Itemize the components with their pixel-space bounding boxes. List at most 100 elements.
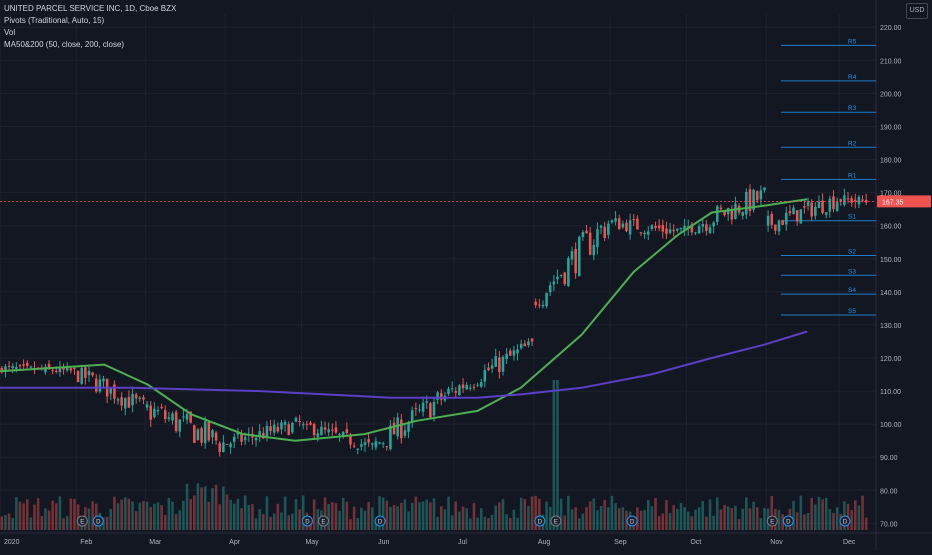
volume-bar — [360, 507, 363, 530]
volume-bar — [145, 501, 149, 530]
candle-body — [596, 229, 599, 248]
volume-bar — [505, 514, 508, 530]
x-tick-label: 2020 — [4, 539, 20, 546]
volume-bar — [745, 497, 748, 530]
volume-bar — [828, 509, 832, 530]
dividend-event-marker[interactable]: D — [374, 515, 386, 527]
volume-bar — [864, 517, 868, 530]
candle-body — [396, 417, 399, 437]
candle-body — [167, 417, 171, 420]
volume-bar — [189, 498, 192, 530]
candle-body — [479, 382, 483, 387]
candle-body — [534, 301, 537, 306]
volume-bar — [668, 512, 672, 530]
volume-bar — [363, 510, 367, 530]
volume-bar — [436, 516, 439, 530]
candle-body — [668, 229, 672, 233]
currency-button[interactable]: USD — [906, 3, 928, 19]
candle-body — [498, 357, 501, 372]
volume-bar — [545, 501, 548, 530]
candle-body — [258, 431, 261, 437]
volume-bar — [131, 501, 134, 530]
volume-bar — [479, 508, 483, 530]
candle-body — [232, 436, 236, 442]
volume-bar — [527, 506, 530, 530]
candle-body — [320, 426, 323, 436]
candle-body — [120, 397, 123, 406]
candle-body — [407, 422, 410, 432]
earnings-event-marker[interactable]: E — [317, 515, 329, 527]
dividend-event-marker[interactable]: D — [782, 515, 794, 527]
candle-body — [745, 191, 748, 215]
volume-bar — [69, 498, 73, 530]
dividend-event-marker[interactable]: D — [301, 515, 313, 527]
volume-bar — [490, 514, 494, 530]
candle-body — [163, 410, 167, 420]
candle-body — [701, 223, 705, 227]
volume-bar — [516, 517, 519, 530]
candle-body — [567, 258, 570, 286]
volume-bar — [392, 505, 396, 530]
volume-bar — [472, 503, 476, 530]
dividend-event-marker[interactable]: D — [839, 515, 851, 527]
earnings-event-marker[interactable]: E — [550, 515, 562, 527]
candle-body — [650, 225, 654, 230]
volume-bar — [163, 514, 167, 530]
volume-bar — [0, 516, 4, 530]
x-tick-label: May — [305, 539, 319, 546]
volume-bar — [229, 499, 232, 530]
candle-body — [705, 224, 708, 231]
volume-bar — [614, 503, 617, 530]
legend-pivots[interactable]: Pivots (Traditional, Auto, 15) — [4, 16, 105, 25]
volume-bar — [327, 504, 330, 530]
candle-body — [483, 369, 487, 382]
candle-body — [22, 364, 25, 366]
event-marker-label: D — [96, 520, 101, 526]
candle-body — [312, 424, 316, 436]
earnings-event-marker[interactable]: E — [76, 515, 88, 527]
legend-vol[interactable]: Vol — [4, 28, 16, 37]
candle-body — [189, 411, 192, 423]
candle-body — [578, 236, 581, 277]
candle-body — [178, 419, 182, 432]
candle-body — [309, 422, 312, 425]
volume-bar — [207, 501, 211, 530]
volume-bar — [25, 499, 29, 530]
candle-body — [283, 421, 287, 425]
dividend-event-marker[interactable]: D — [92, 515, 104, 527]
y-tick-label: 70.00 — [880, 521, 898, 528]
candle-body — [149, 405, 152, 420]
volume-bar — [247, 504, 251, 530]
dividend-event-marker[interactable]: D — [534, 515, 546, 527]
candle-body — [527, 341, 530, 346]
candle-body — [341, 431, 345, 437]
earnings-event-marker[interactable]: E — [766, 515, 778, 527]
candle-body — [269, 426, 272, 432]
x-tick-label: Feb — [80, 539, 92, 546]
dividend-event-marker[interactable]: D — [626, 515, 638, 527]
candle-body — [338, 433, 341, 435]
volume-bar — [610, 495, 614, 530]
candle-body — [4, 366, 7, 372]
candle-body — [410, 410, 414, 422]
candle-body — [755, 191, 759, 201]
candle-body — [505, 353, 508, 360]
volume-bar — [683, 507, 686, 530]
candle-body — [832, 196, 835, 210]
ma50-line — [0, 198, 808, 442]
candle-body — [599, 225, 603, 228]
candle-body — [803, 206, 806, 208]
candle-body — [272, 424, 276, 433]
volume-bar — [625, 510, 628, 530]
volume-bar — [716, 497, 719, 530]
legend-ma[interactable]: MA50&200 (50, close, 200, close) — [4, 40, 125, 49]
volume-bar — [636, 507, 639, 530]
candle-body — [94, 378, 98, 392]
candle-body — [109, 387, 113, 394]
volume-bar — [599, 506, 603, 530]
candle-body — [91, 372, 94, 376]
volume-bar — [385, 500, 389, 530]
candle-body — [370, 443, 374, 445]
